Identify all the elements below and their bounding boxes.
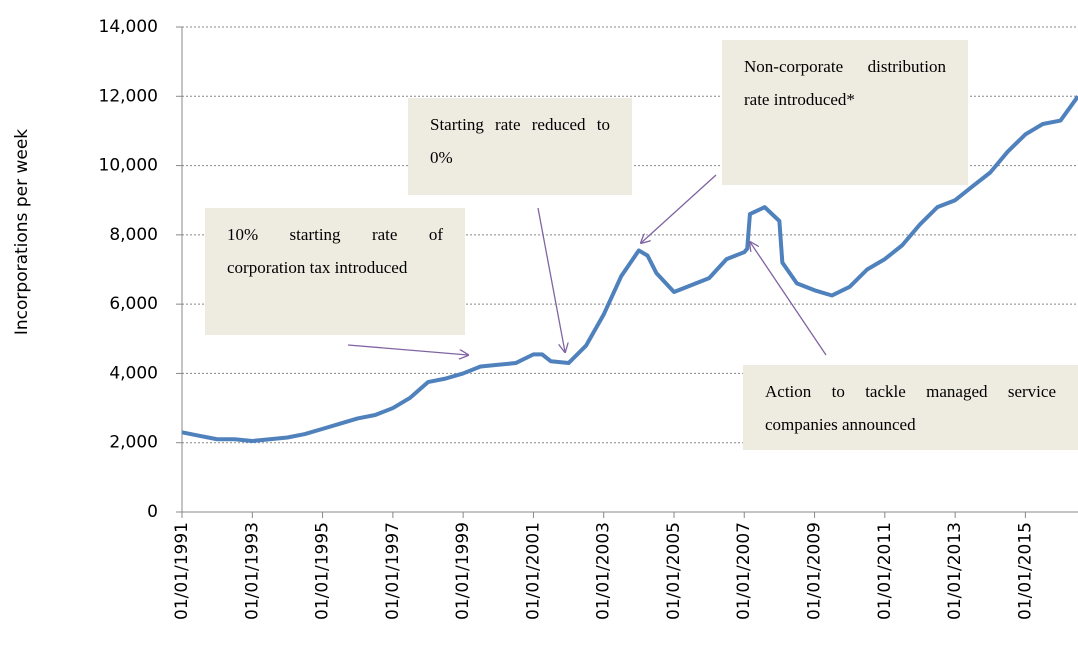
annotation-arrow — [347, 344, 468, 355]
y-tick-label: 0 — [147, 502, 158, 522]
x-tick-label: 01/01/2005 — [664, 522, 684, 620]
x-tick-label: 01/01/1999 — [453, 522, 473, 620]
x-tick-label: 01/01/2015 — [1015, 522, 1035, 620]
annotation-arrow — [537, 207, 565, 352]
y-tick-label: 2,000 — [109, 433, 158, 453]
y-axis-label: Incorporations per week — [12, 129, 32, 335]
annotation-arrow — [750, 242, 827, 356]
data-line — [181, 95, 1078, 443]
x-tick-label: 01/01/2007 — [734, 522, 754, 620]
y-tick-label: 10,000 — [99, 156, 158, 176]
x-tick-label: 01/01/2011 — [875, 522, 895, 620]
y-tick-label: 12,000 — [99, 86, 158, 106]
y-tick-label: 8,000 — [109, 225, 158, 245]
y-tick-label: 4,000 — [109, 363, 158, 383]
y-tick-label: 14,000 — [99, 17, 158, 37]
y-tick-label: 6,000 — [109, 294, 158, 314]
x-tick-label: 01/01/2003 — [594, 522, 614, 620]
annotation: 10% starting rate of corporation tax int… — [205, 208, 465, 335]
annotation: Non-corporate distribution rate introduc… — [722, 40, 968, 185]
annotation: Starting rate reduced to 0% — [408, 98, 632, 195]
annotation-arrow — [641, 174, 717, 243]
x-tick-label: 01/01/1993 — [242, 522, 262, 620]
annotation: Action to tackle managed service compani… — [743, 365, 1078, 450]
x-tick-label: 01/01/1991 — [172, 522, 192, 620]
x-tick-label: 01/01/1997 — [383, 522, 403, 620]
x-tick-label: 01/01/2001 — [523, 522, 543, 620]
x-tick-label: 01/01/2013 — [945, 522, 965, 620]
x-tick-label: 01/01/2009 — [805, 522, 825, 620]
x-tick-label: 01/01/1995 — [313, 522, 333, 620]
